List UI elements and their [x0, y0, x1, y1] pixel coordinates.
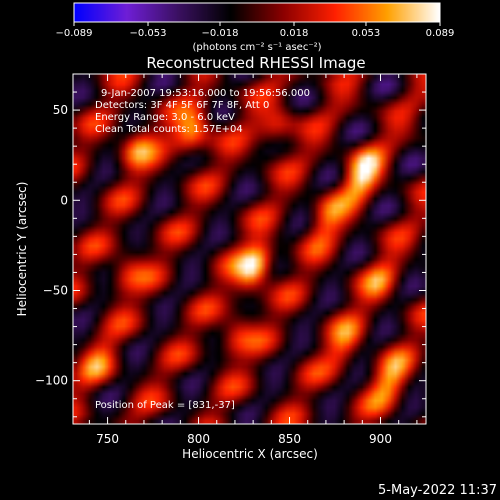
colorbar-tick-label: 0.053	[352, 28, 381, 39]
colorbar-tick-label: 0.018	[280, 28, 309, 39]
y-tick-label: −100	[35, 374, 68, 388]
x-axis-label: Heliocentric X (arcsec)	[182, 447, 318, 461]
chart-title: Reconstructed RHESSI Image	[146, 54, 365, 72]
colorbar-tick-label: 0.089	[426, 28, 455, 39]
peak-position-text: Position of Peak = [831,-37]	[95, 400, 235, 411]
heatmap-image	[73, 74, 426, 424]
plot-frame	[72, 73, 427, 425]
time-range-text: 9-Jan-2007 19:53:16.000 to 19:56:56.000	[101, 88, 310, 99]
x-tick-label: 850	[278, 432, 301, 446]
annotation-block: 9-Jan-2007 19:53:16.000 to 19:56:56.000 …	[95, 88, 310, 135]
colorbar-gradient	[74, 3, 440, 22]
colorbar-tick-label: −0.089	[55, 28, 92, 39]
x-tick-label: 800	[187, 432, 210, 446]
colorbar: −0.089 −0.053 −0.018 0.018 0.053 0.089 (photo…	[55, 2, 455, 53]
y-tick-label: −50	[43, 283, 68, 297]
y-axis-label: Heliocentric Y (arcsec)	[15, 182, 29, 317]
detectors-text: Detectors: 3F 4F 5F 6F 7F 8F, Att 0	[95, 100, 269, 111]
colorbar-units: (photons cm⁻² s⁻¹ asec⁻²)	[192, 42, 321, 53]
y-tick-label: 0	[60, 193, 68, 207]
energy-range-text: Energy Range: 3.0 - 6.0 keV	[95, 112, 235, 123]
axis-ticks: 750 800 850 900 50 0 −50 −100	[35, 73, 426, 446]
y-tick-label: 50	[53, 103, 68, 117]
clean-counts-text: Clean Total counts: 1.57E+04	[95, 124, 243, 135]
footer-timestamp: 5-May-2022 11:37	[378, 483, 497, 498]
colorbar-tick-label: −0.053	[130, 28, 167, 39]
colorbar-tick-label: −0.018	[201, 28, 238, 39]
x-tick-label: 750	[96, 432, 119, 446]
x-tick-label: 900	[369, 432, 392, 446]
